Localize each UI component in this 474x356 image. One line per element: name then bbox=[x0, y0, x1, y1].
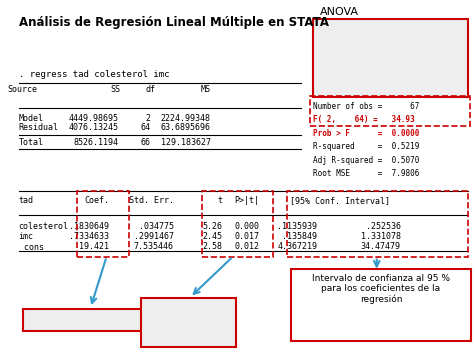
Text: 4449.98695: 4449.98695 bbox=[68, 114, 118, 124]
Text: 2.45: 2.45 bbox=[202, 232, 222, 241]
Text: imc: imc bbox=[18, 232, 34, 241]
Text: 64: 64 bbox=[141, 123, 151, 132]
Text: 0.017: 0.017 bbox=[235, 232, 259, 241]
Text: R-squared     =  0.5219: R-squared = 0.5219 bbox=[313, 142, 419, 151]
Text: 1.331078: 1.331078 bbox=[361, 232, 401, 241]
FancyBboxPatch shape bbox=[291, 269, 471, 341]
Text: Root MSE      =  7.9806: Root MSE = 7.9806 bbox=[313, 169, 419, 178]
Text: tad: tad bbox=[18, 196, 34, 205]
Text: 5.26: 5.26 bbox=[202, 222, 222, 231]
Text: Intervalo de confianza al 95 %
para los coeficientes de la
regresión: Intervalo de confianza al 95 % para los … bbox=[312, 274, 450, 304]
Text: F( 2,    64) =   34.93: F( 2, 64) = 34.93 bbox=[313, 115, 415, 125]
Text: .252536: .252536 bbox=[366, 222, 401, 231]
Text: SS: SS bbox=[110, 85, 120, 94]
Text: Source: Source bbox=[7, 85, 37, 94]
Text: [95% Conf. Interval]: [95% Conf. Interval] bbox=[290, 196, 390, 205]
Text: ANOVA: ANOVA bbox=[320, 7, 359, 17]
Text: .1135939: .1135939 bbox=[277, 222, 318, 231]
Text: 19.421: 19.421 bbox=[79, 242, 109, 251]
Text: MS: MS bbox=[201, 85, 211, 94]
Text: 63.6895696: 63.6895696 bbox=[161, 123, 211, 132]
FancyBboxPatch shape bbox=[313, 19, 468, 97]
Text: 7.535446: 7.535446 bbox=[134, 242, 174, 251]
Text: colesterol: colesterol bbox=[18, 222, 69, 231]
Text: t: t bbox=[218, 196, 222, 205]
Text: .2991467: .2991467 bbox=[134, 232, 174, 241]
Text: 4.367219: 4.367219 bbox=[277, 242, 318, 251]
Text: Residual: Residual bbox=[18, 123, 59, 132]
Text: Adj R-squared =  0.5070: Adj R-squared = 0.5070 bbox=[313, 156, 419, 165]
FancyBboxPatch shape bbox=[141, 298, 237, 347]
Text: .1830649: .1830649 bbox=[69, 222, 109, 231]
Text: 34.47479: 34.47479 bbox=[361, 242, 401, 251]
Text: _cons: _cons bbox=[18, 242, 44, 251]
Text: df: df bbox=[145, 85, 155, 94]
Text: 2: 2 bbox=[146, 114, 151, 124]
Text: Number of obs =      67: Number of obs = 67 bbox=[313, 102, 419, 111]
Text: Model: Model bbox=[18, 114, 44, 124]
Text: .034775: .034775 bbox=[139, 222, 174, 231]
Text: 66: 66 bbox=[141, 138, 151, 147]
Text: Coef.: Coef. bbox=[84, 196, 109, 205]
Text: 129.183627: 129.183627 bbox=[161, 138, 211, 147]
FancyBboxPatch shape bbox=[23, 309, 153, 331]
Text: .7334633: .7334633 bbox=[69, 232, 109, 241]
Text: Std. Err.: Std. Err. bbox=[129, 196, 174, 205]
Text: Total: Total bbox=[18, 138, 44, 147]
Text: .135849: .135849 bbox=[283, 232, 318, 241]
Text: 0.000: 0.000 bbox=[235, 222, 259, 231]
Text: 8526.1194: 8526.1194 bbox=[73, 138, 118, 147]
Text: 2224.99348: 2224.99348 bbox=[161, 114, 211, 124]
Text: . regress tad colesterol imc: . regress tad colesterol imc bbox=[18, 70, 169, 79]
Text: 0.012: 0.012 bbox=[235, 242, 259, 251]
Text: Prob > F      =  0.0000: Prob > F = 0.0000 bbox=[313, 129, 419, 138]
Text: Análisis de Regresión Lineal Múltiple en STATA: Análisis de Regresión Lineal Múltiple en… bbox=[18, 16, 328, 28]
Text: 4076.13245: 4076.13245 bbox=[68, 123, 118, 132]
Text: 2.58: 2.58 bbox=[202, 242, 222, 251]
Text: P>|t|: P>|t| bbox=[235, 196, 259, 205]
